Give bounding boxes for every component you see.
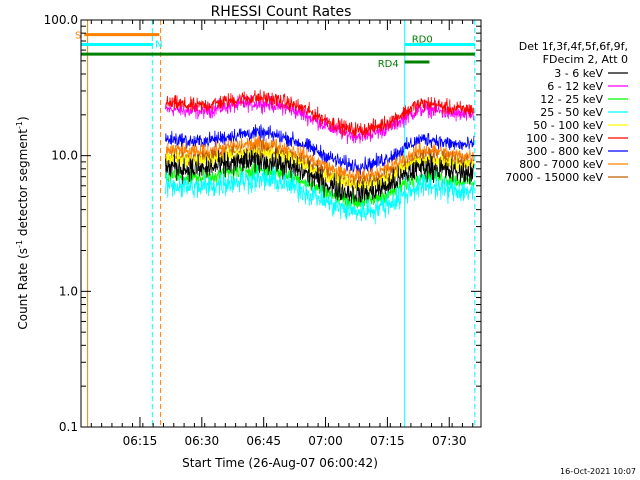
ylabel-end: ) bbox=[16, 116, 30, 121]
series-line bbox=[165, 124, 475, 175]
series-line bbox=[165, 89, 475, 139]
legend-header-2: FDecim 2, Att 0 bbox=[543, 53, 628, 66]
state-bar-label: S bbox=[75, 31, 81, 42]
legend-header-1: Det 1f,3f,4f,5f,6f,9f, bbox=[519, 40, 628, 53]
state-bar-label: N bbox=[155, 39, 162, 50]
date-stamp: 16-Oct-2021 10:07 bbox=[560, 467, 636, 476]
legend-label: 300 - 800 keV bbox=[526, 145, 603, 158]
ylabel-mid: detector segment bbox=[16, 129, 30, 240]
ylabel-sup2: -1 bbox=[15, 121, 24, 129]
legend-label: 7000 - 15000 keV bbox=[505, 171, 603, 184]
legend-label: 3 - 6 keV bbox=[554, 67, 603, 80]
x-tick-label: 07:30 bbox=[432, 434, 467, 448]
y-tick-label: 100.0 bbox=[44, 13, 78, 27]
legend-label: 100 - 300 keV bbox=[526, 132, 603, 145]
series-line bbox=[165, 94, 475, 145]
chart-title: RHESSI Count Rates bbox=[211, 4, 352, 20]
y-tick-label: 1.0 bbox=[59, 284, 78, 298]
x-tick-label: 06:45 bbox=[246, 434, 281, 448]
x-tick-label: 06:15 bbox=[123, 434, 158, 448]
axes-layer bbox=[80, 19, 482, 428]
series-line bbox=[165, 148, 475, 204]
legend-label: 12 - 25 keV bbox=[540, 93, 603, 106]
series-line bbox=[165, 165, 475, 225]
x-tick-label: 06:30 bbox=[185, 434, 220, 448]
ylabel-main: Count Rate (s bbox=[16, 248, 30, 330]
ylabel-sup1: -1 bbox=[15, 240, 24, 248]
x-axis: 06:15 06:30 06:45 07:00 07:15 07:30 bbox=[80, 20, 474, 448]
legend-label: 50 - 100 keV bbox=[533, 119, 603, 132]
legend-label: 6 - 12 keV bbox=[547, 80, 603, 93]
x-tick-label: 07:00 bbox=[308, 434, 343, 448]
x-axis-label: Start Time (26-Aug-07 06:00:42) bbox=[182, 456, 378, 470]
legend: Det 1f,3f,4f,5f,6f,9f, FDecim 2, Att 0 3… bbox=[505, 40, 628, 184]
y-tick-label: 0.1 bbox=[59, 420, 78, 434]
y-axis: 0.1 1.0 10.0 100.0 bbox=[44, 13, 481, 434]
state-bar-label: RD0 bbox=[412, 34, 433, 45]
y-tick-label: 10.0 bbox=[51, 149, 78, 163]
legend-label: 800 - 7000 keV bbox=[519, 158, 603, 171]
state-bar-label: RD4 bbox=[378, 59, 399, 70]
data-layer: S N RD0 RD4 bbox=[75, 20, 476, 427]
x-tick-label: 07:15 bbox=[370, 434, 405, 448]
y-axis-label: Count Rate (s-1 detector segment-1) bbox=[15, 116, 30, 329]
legend-label: 25 - 50 keV bbox=[540, 106, 603, 119]
